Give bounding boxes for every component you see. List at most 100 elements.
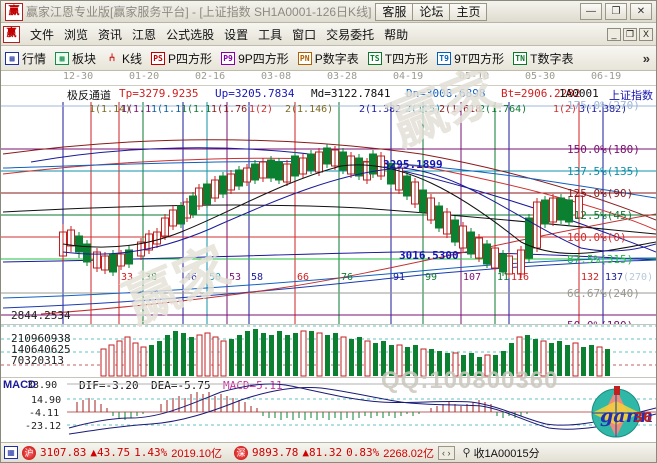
fib-annotation-2: 1(1.1 [151,104,182,115]
menu-item-help[interactable]: 帮助 [384,27,409,42]
toolbar-overflow-icon[interactable]: » [642,50,650,66]
toolbar-9t-square-label: 9T四方形 [454,51,505,66]
bt-value: Bt=2906.2282 [501,87,581,100]
forum-button[interactable]: 论坛 [412,2,451,21]
menu-item-tools[interactable]: 工具 [258,27,283,42]
toolbar-9p-square-label: 9P四方形 [238,51,289,66]
window-controls: — ❐ ✕ [580,3,654,20]
price-level-label-7: 66.67%(240) [567,287,640,300]
close-icon[interactable]: ✕ [630,3,652,20]
title-bar-buttons: 客服 论坛 主页 [375,2,488,21]
fib-annotation-0: 1(1.14) [89,104,132,115]
mdi-restore-icon[interactable]: ❐ [623,27,637,41]
indicator-header: 极反通道 Tp=3279.9235 Up=3205.7834 Md=3122.7… [1,86,656,102]
cycle-number-4: 53 [229,272,242,283]
price-level-label-0: 175.0%(270) [567,99,640,112]
toolbar-kline[interactable]: ⑃ K线 [105,50,142,67]
cycle-number-9: 99 [425,272,438,283]
channel-curves [2,139,656,315]
toolbar-quotes[interactable]: ▦ 行情 [5,50,46,67]
ts-icon: TS [367,51,382,65]
fib-annotation-5: 1(2) [249,104,274,115]
mdi-close-icon[interactable]: X [639,27,653,41]
fib-annotation-1: 1(1.1 [121,104,152,115]
cycle-number-15: (270) [623,272,654,283]
toolbar-9p-square[interactable]: P9 9P四方形 [221,50,289,67]
fib-annotation-7: 2(1.382 [359,104,402,115]
cycle-number-0: 33 [121,272,134,283]
cycle-number-8: 91 [393,272,406,283]
cycle-number-5: 58 [251,272,264,283]
menu-item-window[interactable]: 窗口 [292,27,317,42]
maximize-icon[interactable]: ❐ [605,3,627,20]
price-tag-1: 3016.5300 [399,249,459,262]
support-button[interactable]: 客服 [375,2,414,21]
index1-percent: 1.43% [134,446,168,459]
menu-item-formula-stock-pick[interactable]: 公式选股 [166,27,215,42]
date-tick-6: 05-10 [459,71,490,82]
macd-y-label-0: 33.90 [27,380,58,391]
volume-bars [100,329,610,377]
date-tick-3: 03-08 [261,71,292,82]
cycle-number-6: 66 [297,272,310,283]
date-tick-4: 03-28 [327,71,358,82]
up-value: Up=3205.7834 [215,87,295,100]
macd-panel[interactable]: MACD DIF=-3.20 DEA=-5.75 MACD=5.11 33.90… [1,377,656,440]
fib-annotation-6: 2(1.146) [285,104,334,115]
chart-area[interactable]: 12-30 01-20 02-16 03-08 03-28 04-19 05-10 05-30… [1,71,656,442]
fib-annotation-12: 3(1.382) [579,104,628,115]
menu-item-file[interactable]: 文件 [30,27,55,42]
channel-label: 极反通道 [67,89,111,102]
volume-panel[interactable]: 210960938 140640625 70320313 [1,324,656,377]
symbol-name: 上证指数 [609,90,653,102]
md-value: Md=3122.7841 [311,87,391,100]
tn-icon: TN [513,51,528,65]
toolbar-9t-square[interactable]: T9 9T四方形 [437,50,504,67]
status-nav-arrows[interactable]: ‹ › [438,445,455,460]
price-panel[interactable]: 1(1.14) 1(1.1 1(1.1 1(1.1 1(1.76 1(2) 2(1.146)… [1,99,656,376]
gann360-logo: gann 360 [590,386,656,440]
left-axis-label-1: 210960938 [11,332,71,345]
toolbar-t-number-table[interactable]: TN T数字表 [513,50,573,67]
status-bar: ▦ 沪 3107.83 ▲43.75 1.43% 2019.10亿 深 9893… [1,442,656,462]
menu-item-settings[interactable]: 设置 [224,27,249,42]
fib-annotation-9: 2(1.618 [439,104,482,115]
minimize-icon[interactable]: — [580,3,602,20]
menu-item-trade-order[interactable]: 交易委托 [326,27,375,42]
cycle-number-2: 46 [185,272,198,283]
home-button[interactable]: 主页 [449,2,488,21]
tp-value: Tp=3279.9235 [119,87,199,100]
mdi-minimize-icon[interactable]: _ [607,27,621,41]
status-connection: ⚲ 收1A00015分 [463,445,540,461]
toolbar-t-square[interactable]: TS T四方形 [367,50,429,67]
macd-y-label-1: 14.90 [31,395,62,406]
toolbar-quotes-label: 行情 [22,51,47,66]
quote-grid-icon[interactable]: ▦ [4,446,18,459]
cycle-number-11: 11 [497,272,510,283]
left-axis-label-3: 70320313 [11,354,64,367]
macd-y-label-3: -23.12 [25,421,62,432]
tool-bar: ▦ 行情 ▩ 板块 ⑃ K线 PS P四方形 P9 9P四方形 PN P数字表 … [1,46,656,71]
cycle-number-7: 76 [341,272,354,283]
date-tick-0: 12-30 [63,71,94,82]
toolbar-p-number-table[interactable]: PN P数字表 [297,50,359,67]
mdi-window-controls: _ ❐ X [607,27,656,41]
macd-dea-line [68,387,656,435]
cycle-gridlines [62,102,604,324]
macd-dif-line [68,383,656,429]
toolbar-sectors[interactable]: ▩ 板块 [55,50,96,67]
macd-dea-value: DEA=-5.75 [151,379,211,392]
menu-item-browse[interactable]: 浏览 [64,27,89,42]
antenna-icon: ⚲ [462,447,471,459]
menu-item-news[interactable]: 资讯 [98,27,123,42]
price-level-label-3: 125.0%(90) [567,187,634,200]
toolbar-t-square-label: T四方形 [384,51,429,66]
price-tag-0: 3295.1899 [383,158,443,171]
shenzhen-index-icon: 深 [234,445,248,460]
toolbar-p-square[interactable]: PS P四方形 [151,50,212,67]
macd-chart-svg [67,383,656,435]
date-tick-7: 05-30 [525,71,556,82]
menu-item-gann[interactable]: 江恩 [132,27,157,42]
blocks-icon: ▩ [55,51,70,65]
index2-change: ▲81.32 [302,446,343,459]
